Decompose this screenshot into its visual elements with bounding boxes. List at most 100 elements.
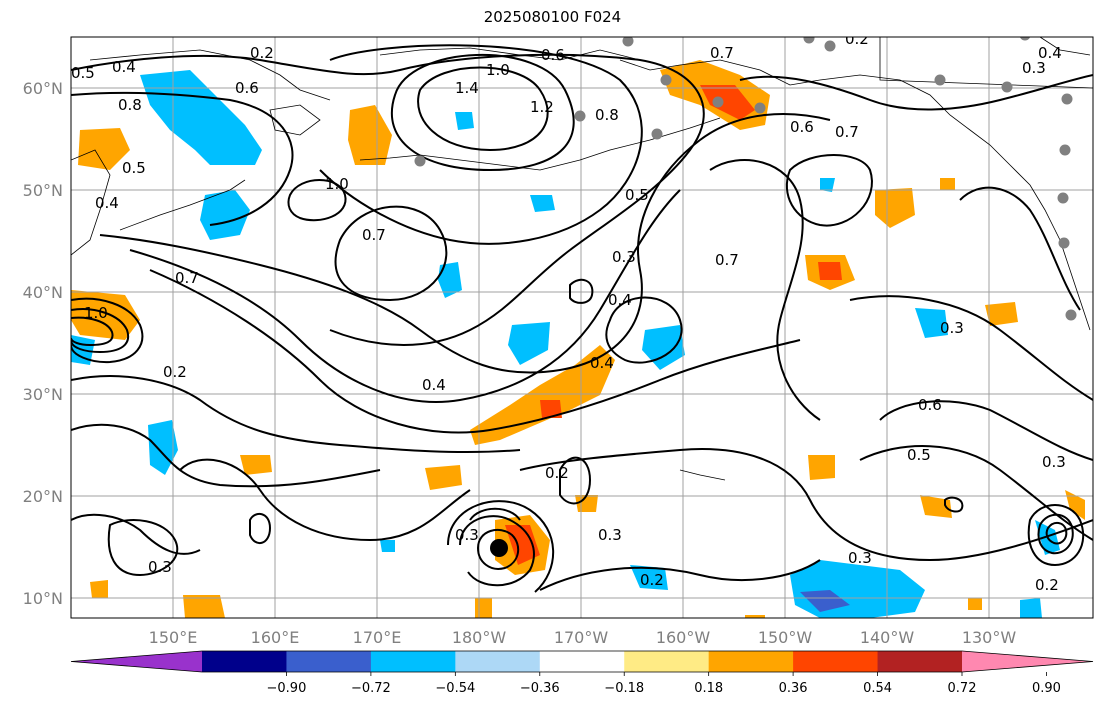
station-marker (1061, 93, 1073, 105)
contour-label: 1.0 (325, 175, 349, 193)
pos-anomaly-patch (540, 400, 562, 418)
colorbar-tick-label: −0.72 (351, 681, 391, 696)
neg-anomaly-patch (642, 325, 685, 370)
contour-label: 0.3 (940, 319, 964, 337)
contour-label: 0.2 (163, 363, 187, 381)
lon-label: 130°W (962, 628, 1017, 647)
lat-label: 50°N (23, 181, 63, 200)
contour-label: 1.4 (455, 79, 479, 97)
contour-label: 0.8 (118, 96, 142, 114)
colorbar-segment (455, 651, 541, 672)
contour-lines (71, 44, 1093, 593)
neg-anomaly-patch (820, 178, 835, 192)
station-marker (1058, 237, 1070, 249)
station-marker (803, 37, 815, 44)
colorbar-tick-label: −0.90 (267, 681, 307, 696)
colorbar-segment (202, 651, 287, 672)
contour-label: 1.0 (84, 304, 108, 322)
colorbar-segment (793, 651, 879, 672)
contour-label: 0.3 (1022, 59, 1046, 77)
contour-label: 0.3 (848, 549, 872, 567)
colorbar-segment (539, 651, 625, 672)
contour-label: 0.7 (362, 226, 386, 244)
coastlines (71, 37, 1093, 481)
map-plot-area: 0.2 0.4 0.5 0.6 0.8 1.0 1.4 1.2 0.8 0.5 … (71, 37, 1093, 618)
contour-label: 0.4 (112, 58, 136, 76)
lat-label: 30°N (23, 385, 63, 404)
station-marker (414, 155, 426, 167)
pos-anomaly-patch (348, 105, 392, 165)
lon-label: 170°E (353, 628, 402, 647)
pos-anomaly-patch (940, 178, 955, 190)
station-markers (414, 37, 1077, 321)
contour-label: 0.4 (590, 354, 614, 372)
pos-anomaly-patch (818, 262, 842, 280)
station-marker (1065, 309, 1077, 321)
contour-label: 0.4 (95, 194, 119, 212)
lon-label: 180°W (452, 628, 507, 647)
neg-anomaly-patch (455, 112, 474, 130)
colorbar-segment (877, 651, 963, 672)
colorbar: −0.90 −0.72 −0.54 −0.36 −0.18 0.18 0.36 0.54 0.7… (70, 650, 1094, 696)
contour-label: 0.7 (175, 269, 199, 287)
station-marker (934, 74, 946, 86)
neg-anomaly-patch (508, 322, 550, 365)
pos-anomaly-patch (475, 598, 492, 618)
storm-center-marker (490, 539, 508, 557)
station-marker (622, 37, 634, 47)
contour-label: 0.2 (250, 44, 274, 62)
graticule (71, 37, 1093, 618)
station-marker (1019, 37, 1031, 41)
longitude-labels: 150°E 160°E 170°E 180°W 170°W 160°W 150°… (149, 628, 1017, 647)
pos-anomaly-patch (78, 128, 130, 170)
station-marker (1059, 144, 1071, 156)
contour-label: 0.6 (790, 118, 814, 136)
map-title: 2025080100 F024 (483, 8, 622, 26)
colorbar-outline (70, 650, 1094, 673)
contour-label: 0.3 (1042, 453, 1066, 471)
lat-label: 60°N (23, 79, 63, 98)
contour-label: 0.7 (715, 251, 739, 269)
neg-anomaly-patch (530, 195, 555, 212)
colorbar-tick-label: 0.18 (694, 681, 723, 696)
pos-anomaly-patch (968, 598, 982, 610)
colorbar-tick-label: −0.18 (604, 681, 644, 696)
contour-label: 0.5 (625, 186, 649, 204)
neg-anomaly-patch (1020, 598, 1042, 618)
neg-anomaly-patch (630, 565, 668, 590)
colorbar-tick-label: 0.36 (779, 681, 808, 696)
pos-anomaly-patch (875, 188, 915, 228)
pos-anomaly-patch (808, 455, 835, 480)
colorbar-extend-high (962, 651, 1093, 672)
contour-label: 1.0 (486, 61, 510, 79)
neg-anomaly-patch (800, 590, 850, 612)
contour-label: 1.2 (530, 98, 554, 116)
contour-label: 0.5 (122, 159, 146, 177)
colorbar-tick-label: 0.90 (1032, 681, 1061, 696)
colorbar-tick-label: 0.54 (863, 681, 892, 696)
contour-label: 0.2 (1035, 576, 1059, 594)
contour-label: 0.5 (907, 446, 931, 464)
colorbar-segment (624, 651, 710, 672)
colorbar-segment (370, 651, 456, 672)
pos-anomaly-patch (1065, 490, 1085, 520)
contour-label: 0.4 (422, 376, 446, 394)
contour-label: 0.3 (612, 248, 636, 266)
contour-label: 0.6 (541, 46, 565, 64)
colorbar-segment (708, 651, 794, 672)
station-marker (651, 128, 663, 140)
neg-anomaly-patch (380, 540, 395, 552)
pos-anomaly-patch (505, 525, 540, 565)
neg-anomaly-patch (200, 190, 250, 240)
station-marker (660, 74, 672, 86)
colorbar-tick-label: −0.36 (520, 681, 560, 696)
contour-label: 0.2 (640, 571, 664, 589)
pos-anomaly-patch (700, 85, 755, 120)
lon-label: 140°W (860, 628, 915, 647)
neg-anomaly-patch (915, 308, 948, 338)
contour-labels: 0.2 0.4 0.5 0.6 0.8 1.0 1.4 1.2 0.8 0.5 … (71, 37, 1066, 594)
contour-label: 0.3 (598, 526, 622, 544)
pos-anomaly-patch (425, 465, 462, 490)
lon-label: 160°E (251, 628, 300, 647)
